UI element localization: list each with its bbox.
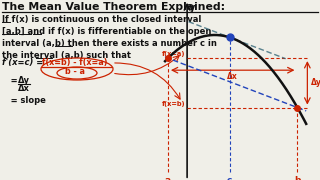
- Text: interval (a,b) then there exists a number c in: interval (a,b) then there exists a numbe…: [2, 39, 217, 48]
- Text: Δy: Δy: [18, 76, 30, 85]
- Text: Δx: Δx: [18, 84, 30, 93]
- Text: f(x=a): f(x=a): [162, 51, 185, 57]
- Text: b - a: b - a: [65, 67, 85, 76]
- Text: =: =: [2, 76, 18, 85]
- Text: The Mean Value Theorem Explained:: The Mean Value Theorem Explained:: [2, 2, 225, 12]
- Text: f(x=b): f(x=b): [162, 101, 185, 107]
- Text: Δx: Δx: [227, 72, 238, 81]
- Text: f(x=b) - f(x=a): f(x=b) - f(x=a): [42, 58, 108, 67]
- Text: [a,b] and if f(x) is fifferentiable on the open: [a,b] and if f(x) is fifferentiable on t…: [2, 27, 212, 36]
- Text: c: c: [227, 176, 232, 180]
- Text: a: a: [165, 176, 171, 180]
- Text: b: b: [294, 176, 300, 180]
- Text: = slope: = slope: [2, 96, 46, 105]
- Text: If f(x) is continuous on the closed interval: If f(x) is continuous on the closed inte…: [2, 15, 201, 24]
- Text: Δy: Δy: [311, 78, 320, 87]
- Text: y: y: [189, 3, 196, 13]
- Text: f'(x=c) =: f'(x=c) =: [2, 58, 43, 67]
- Text: the interval (a,b) such that: the interval (a,b) such that: [2, 51, 131, 60]
